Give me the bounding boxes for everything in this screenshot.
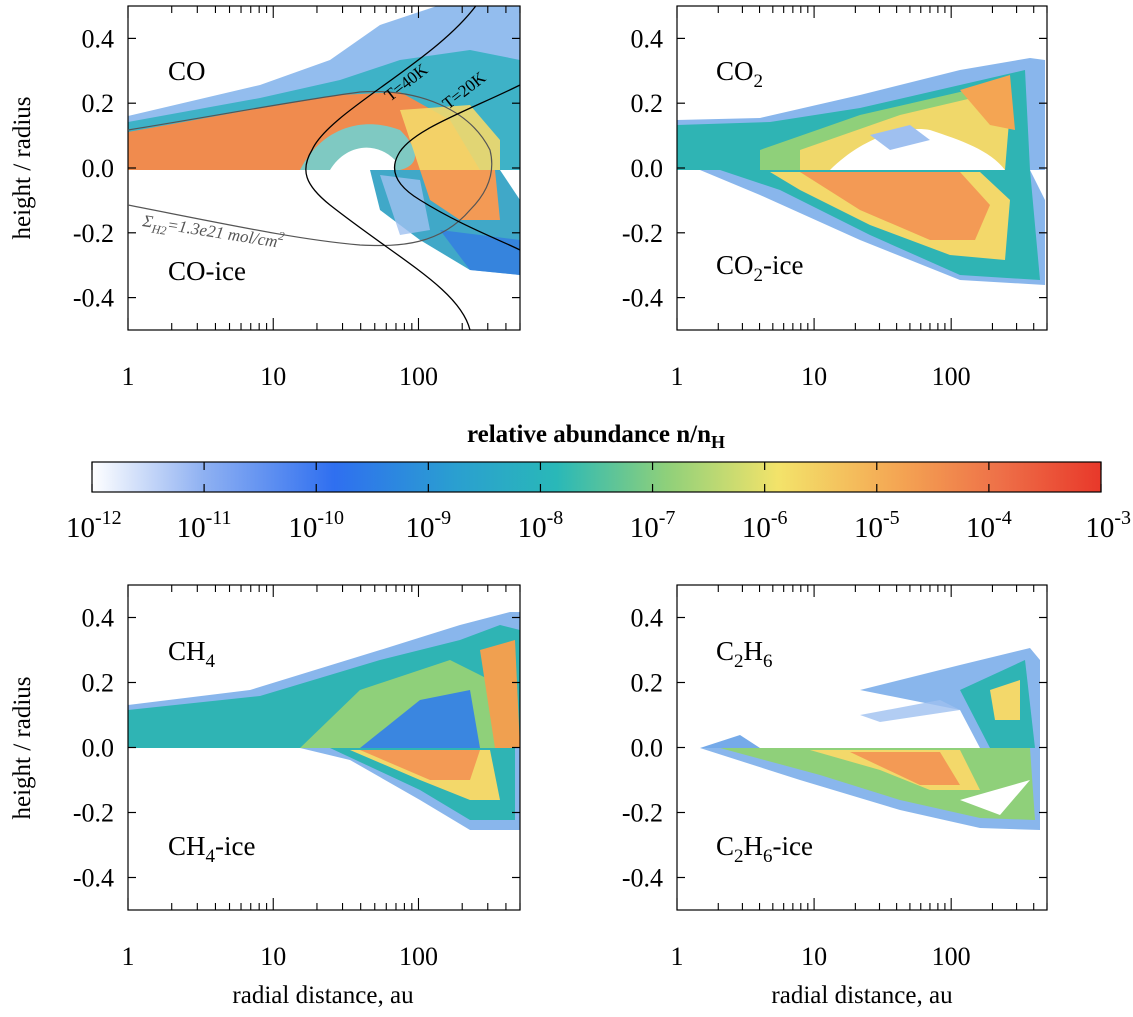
y-tick-label: 0.2 bbox=[82, 89, 115, 118]
colorbar-tick-label: 10-6 bbox=[742, 507, 788, 544]
x-tick-label: 10 bbox=[801, 362, 827, 391]
y-tick-label: 0.4 bbox=[82, 604, 115, 633]
x-tick-label: 100 bbox=[399, 362, 438, 391]
species-gas-h: H bbox=[744, 636, 764, 666]
colorbar-tick-label: 10-4 bbox=[966, 507, 1012, 544]
y-tick-label: -0.2 bbox=[622, 219, 663, 248]
y-tick-label: -0.2 bbox=[73, 219, 114, 248]
colorbar-tick-label: 10-3 bbox=[1085, 507, 1131, 544]
surface-label-prefix: Σ bbox=[140, 211, 154, 232]
colorbar-tick-label: 10-11 bbox=[177, 507, 232, 544]
surface-density-label: ΣH2=1.3e21 mol/cm2 bbox=[140, 207, 286, 256]
y-tick-label: 0.0 bbox=[82, 154, 115, 183]
x-tick-label: 100 bbox=[932, 942, 971, 971]
y-tick-label: 0.4 bbox=[631, 604, 664, 633]
species-ice-c: C bbox=[716, 831, 734, 861]
species-label-gas: CO bbox=[168, 56, 206, 86]
colorbar-tick-label: 10-9 bbox=[405, 507, 451, 544]
x-tick-label: 1 bbox=[122, 942, 135, 971]
heatmap-ch4 bbox=[128, 612, 520, 830]
x-axis-label-right: radial distance, au bbox=[771, 982, 953, 1009]
species-ice-base: CO bbox=[716, 250, 754, 280]
colorbar-title-sub: H bbox=[711, 432, 725, 452]
x-tick-label: 100 bbox=[932, 362, 971, 391]
species-label-ice: CO2-ice bbox=[716, 250, 803, 286]
svg-text:ΣH2=1.3e21 mol/cm2: ΣH2=1.3e21 mol/cm2 bbox=[140, 207, 286, 256]
colorbar-tick-label: 10-12 bbox=[66, 507, 122, 544]
species-ice-tail: -ice bbox=[763, 250, 803, 280]
x-tick-label: 1 bbox=[671, 942, 684, 971]
x-tick-label: 10 bbox=[260, 362, 286, 391]
species-ice-sub2: 6 bbox=[763, 846, 773, 867]
y-tick-label: 0.2 bbox=[631, 89, 664, 118]
surface-label-text: =1.3e21 mol/cm bbox=[166, 215, 279, 251]
y-tick-label: 0.2 bbox=[82, 669, 115, 698]
heatmap-c2h6 bbox=[700, 648, 1040, 830]
species-ice-sub: 2 bbox=[754, 265, 764, 286]
panel-co: T=40K T=20K ΣH2=1.3e21 mol/cm2 CO CO-ice bbox=[127, 5, 521, 331]
x-tick-label: 1 bbox=[122, 362, 135, 391]
x-tick-label: 10 bbox=[260, 942, 286, 971]
species-label-gas: CH4 bbox=[168, 636, 216, 672]
y-tick-label: 0.0 bbox=[631, 734, 664, 763]
contours-co bbox=[128, 6, 520, 330]
colorbar-gradient bbox=[91, 461, 1102, 493]
panel-co2: CO2 CO2-ice bbox=[676, 5, 1048, 331]
y-tick-label: -0.4 bbox=[73, 284, 114, 313]
y-tick-label: 0.0 bbox=[631, 154, 664, 183]
species-ice-h: H bbox=[744, 831, 764, 861]
species-ice-sub: 4 bbox=[206, 846, 216, 867]
panel-ch4: CH4 CH4-ice bbox=[127, 584, 521, 911]
colorbar-tick-label: 10-8 bbox=[518, 507, 564, 544]
species-label-ice: C2H6-ice bbox=[716, 831, 813, 867]
x-tick-label: 100 bbox=[399, 942, 438, 971]
y-tick-label: 0.0 bbox=[82, 734, 115, 763]
surface-label-sup: 2 bbox=[277, 229, 285, 244]
species-label-ice: CO-ice bbox=[168, 256, 246, 286]
colorbar-tick-label: 10-7 bbox=[630, 507, 676, 544]
species-gas-base: CO bbox=[716, 56, 754, 86]
species-gas-sub2: 6 bbox=[763, 651, 773, 672]
y-tick-label: 0.4 bbox=[631, 24, 664, 53]
species-ice-tail: -ice bbox=[773, 831, 813, 861]
colorbar-title-main: relative abundance n/n bbox=[467, 421, 711, 448]
species-gas-sub: 2 bbox=[734, 651, 744, 672]
y-tick-label: -0.4 bbox=[73, 864, 114, 893]
colorbar-tick-label: 10-5 bbox=[854, 507, 900, 544]
species-label-gas: C2H6 bbox=[716, 636, 773, 672]
species-ice-tail: -ice bbox=[215, 831, 255, 861]
x-tick-label: 10 bbox=[801, 942, 827, 971]
y-tick-label: -0.2 bbox=[622, 799, 663, 828]
panel-c2h6: C2H6 C2H6-ice bbox=[676, 584, 1048, 911]
species-ice-base: CH bbox=[168, 831, 206, 861]
species-gas-sub: 2 bbox=[754, 71, 764, 92]
heatmap-co2 bbox=[677, 58, 1045, 285]
axes-layer: 0.4 0.2 0.0 -0.2 -0.4 1 10 100 0.4 0.2 0.0 -0.2 -0.4… bbox=[73, 6, 1048, 971]
species-label-ice: CH4-ice bbox=[168, 831, 255, 867]
x-tick-label: 1 bbox=[671, 362, 684, 391]
y-tick-label: -0.4 bbox=[622, 864, 663, 893]
y-tick-label: -0.2 bbox=[73, 799, 114, 828]
species-gas-c: C bbox=[716, 636, 734, 666]
species-gas-sub: 4 bbox=[206, 651, 216, 672]
colorbar-tick-label: 10-10 bbox=[288, 507, 344, 544]
y-tick-label: -0.4 bbox=[622, 284, 663, 313]
species-gas-base: CH bbox=[168, 636, 206, 666]
surface-label-sub: H2 bbox=[150, 221, 168, 237]
heatmap-co bbox=[128, 6, 520, 275]
y-tick-label: 0.4 bbox=[82, 24, 115, 53]
x-axis-label-left: radial distance, au bbox=[232, 982, 414, 1009]
y-axis-label-bottom: height / radius bbox=[9, 676, 36, 819]
colorbar: relative abundance n/nH 10-12 10-11 10-10 1… bbox=[66, 421, 1131, 544]
colorbar-ticks: 10-12 10-11 10-10 10-9 10-8 10-7 10-6 10-5 10-4 1… bbox=[66, 462, 1131, 544]
y-tick-label: 0.2 bbox=[631, 669, 664, 698]
colorbar-title: relative abundance n/nH bbox=[467, 421, 725, 452]
species-ice-sub: 2 bbox=[734, 846, 744, 867]
y-axis-label-top: height / radius bbox=[9, 96, 36, 239]
species-label-gas: CO2 bbox=[716, 56, 763, 92]
